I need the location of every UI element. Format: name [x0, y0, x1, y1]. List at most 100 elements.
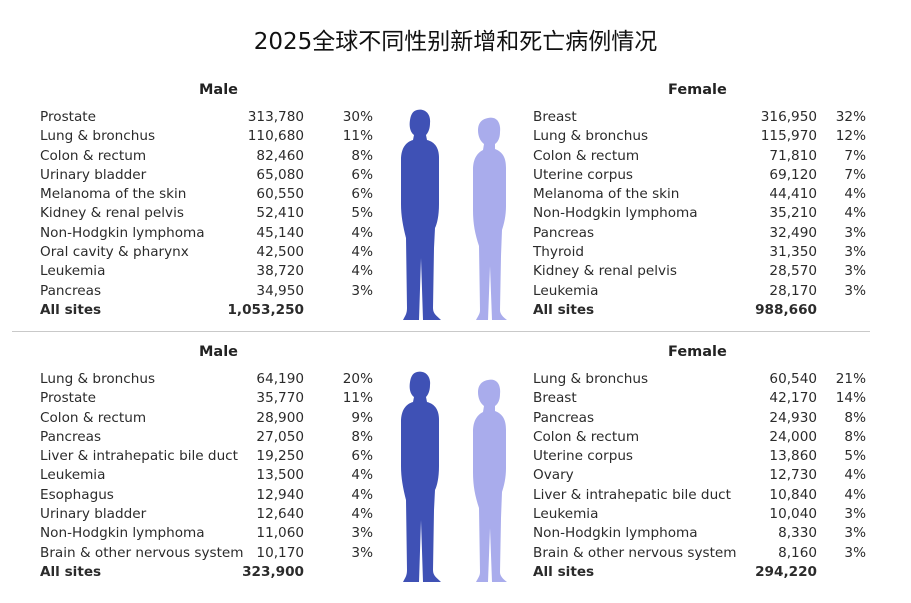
case-percent: 5% — [351, 205, 373, 222]
total-label: All sites — [40, 301, 102, 318]
table-row: Colon & rectum 82,460 8% — [40, 147, 380, 166]
female-figure-icon — [473, 379, 507, 582]
cancer-site-label: Non-Hodgkin lymphoma — [533, 525, 698, 542]
case-count: 8,330 — [778, 525, 817, 542]
total-label: All sites — [533, 301, 595, 318]
case-percent: 3% — [844, 224, 866, 241]
cancer-site-label: Melanoma of the skin — [40, 186, 187, 203]
total-count: 1,053,250 — [227, 301, 304, 318]
table-row: Lung & bronchus 115,970 12% — [533, 127, 873, 146]
table-row: Colon & rectum 28,900 9% — [40, 409, 380, 428]
cancer-site-label: Liver & intrahepatic bile duct — [533, 486, 731, 503]
cancer-site-label: Oral cavity & pharynx — [40, 244, 189, 261]
cancer-site-label: Breast — [533, 109, 577, 125]
cancer-site-label: Non-Hodgkin lymphoma — [40, 525, 205, 542]
male-table: Prostate 313,780 30% Lung & bronchus 110,680… — [40, 108, 380, 320]
case-count: 11,060 — [256, 525, 304, 542]
case-percent: 8% — [351, 428, 373, 445]
case-count: 24,000 — [769, 428, 817, 445]
case-percent: 9% — [351, 409, 373, 426]
table-row: Leukemia 10,040 3% — [533, 505, 873, 524]
case-percent: 4% — [351, 244, 373, 261]
case-count: 12,730 — [769, 467, 817, 484]
table-row: Thyroid 31,350 3% — [533, 243, 873, 262]
table-row: Pancreas 34,950 3% — [40, 282, 380, 301]
table-row: Kidney & renal pelvis 28,570 3% — [533, 262, 873, 281]
table-row: Prostate 35,770 11% — [40, 389, 380, 408]
case-count: 316,950 — [760, 109, 817, 125]
case-percent: 4% — [844, 467, 866, 484]
table-row: Ovary 12,730 4% — [533, 466, 873, 485]
case-count: 31,350 — [769, 244, 817, 261]
case-count: 10,170 — [256, 544, 304, 561]
table-row: Prostate 313,780 30% — [40, 108, 380, 127]
cancer-site-label: Urinary bladder — [40, 166, 147, 183]
cancer-site-label: Lung & bronchus — [40, 128, 156, 145]
case-count: 60,540 — [769, 371, 817, 387]
cancer-site-label: Liver & intrahepatic bile duct — [40, 448, 238, 465]
case-percent: 6% — [351, 166, 373, 183]
case-percent: 4% — [351, 263, 373, 280]
cancer-site-label: Non-Hodgkin lymphoma — [40, 224, 205, 241]
case-count: 13,860 — [769, 448, 817, 465]
table-row: Colon & rectum 24,000 8% — [533, 428, 873, 447]
case-count: 64,190 — [256, 371, 304, 387]
case-percent: 4% — [351, 506, 373, 523]
table-row: Pancreas 24,930 8% — [533, 409, 873, 428]
female-header: Female — [668, 344, 727, 360]
cancer-site-label: Colon & rectum — [533, 147, 640, 164]
table-row: Breast 42,170 14% — [533, 389, 873, 408]
cancer-site-label: Colon & rectum — [533, 428, 640, 445]
cancer-site-label: Pancreas — [40, 428, 102, 445]
total-count: 323,900 — [242, 563, 304, 580]
case-percent: 3% — [351, 525, 373, 542]
case-percent: 8% — [844, 409, 866, 426]
case-count: 35,210 — [769, 205, 817, 222]
table-row: Kidney & renal pelvis 52,410 5% — [40, 204, 380, 223]
table-row: Leukemia 38,720 4% — [40, 262, 380, 281]
cancer-site-label: Kidney & renal pelvis — [40, 205, 184, 222]
cancer-site-label: Prostate — [40, 109, 97, 125]
case-count: 313,780 — [247, 109, 304, 125]
table-row: Oral cavity & pharynx 42,500 4% — [40, 243, 380, 262]
case-percent: 3% — [844, 525, 866, 542]
male-header: Male — [199, 344, 239, 360]
table-row: Non-Hodgkin lymphoma 45,140 4% — [40, 224, 380, 243]
case-percent: 3% — [844, 506, 866, 523]
cancer-site-label: Ovary — [533, 467, 574, 484]
cancer-site-label: Leukemia — [533, 282, 599, 299]
total-row: All sites 323,900 — [40, 563, 380, 582]
case-count: 42,500 — [256, 244, 304, 261]
case-count: 12,640 — [256, 506, 304, 523]
table-row: Breast 316,950 32% — [533, 108, 873, 127]
case-count: 69,120 — [769, 166, 817, 183]
case-percent: 11% — [342, 390, 373, 407]
case-count: 71,810 — [769, 147, 817, 164]
male-figure-icon — [401, 371, 441, 582]
case-count: 110,680 — [247, 128, 304, 145]
case-count: 52,410 — [256, 205, 304, 222]
case-count: 45,140 — [256, 224, 304, 241]
case-count: 35,770 — [256, 390, 304, 407]
case-count: 60,550 — [256, 186, 304, 203]
cancer-site-label: Leukemia — [533, 506, 599, 523]
cancer-site-label: Pancreas — [40, 282, 102, 299]
case-count: 8,160 — [778, 544, 817, 561]
case-count: 19,250 — [256, 448, 304, 465]
cancer-site-label: Breast — [533, 390, 577, 407]
section-divider — [12, 331, 870, 332]
table-row: Leukemia 28,170 3% — [533, 282, 873, 301]
cancer-site-label: Lung & bronchus — [533, 128, 649, 145]
case-count: 82,460 — [256, 147, 304, 164]
female-table: Breast 316,950 32% Lung & bronchus 115,970 12… — [533, 108, 873, 320]
case-count: 28,900 — [256, 409, 304, 426]
total-row: All sites 1,053,250 — [40, 301, 380, 320]
male-table: Lung & bronchus 64,190 20% Prostate 35,770 11… — [40, 370, 380, 582]
case-percent: 5% — [844, 448, 866, 465]
case-count: 28,170 — [769, 282, 817, 299]
table-row: Brain & other nervous system 10,170 3% — [40, 544, 380, 563]
case-percent: 3% — [844, 544, 866, 561]
male-header: Male — [199, 82, 239, 98]
case-percent: 4% — [844, 186, 866, 203]
total-row: All sites 294,220 — [533, 563, 873, 582]
